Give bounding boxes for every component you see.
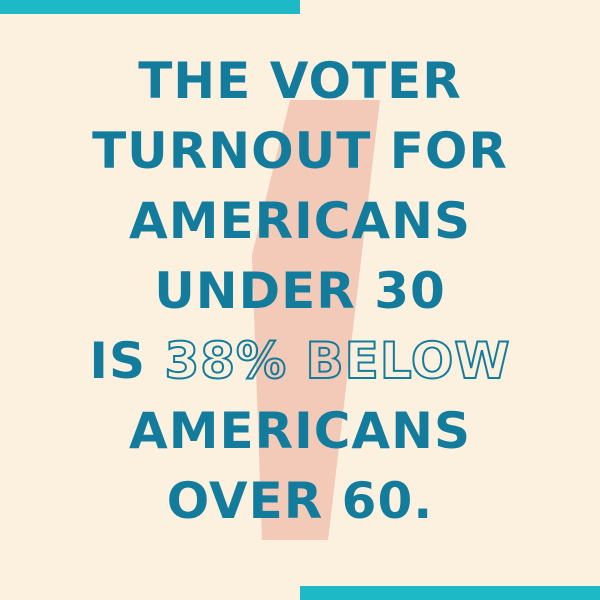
statement-line-5-prefix: IS — [89, 332, 147, 390]
top-accent-bar — [0, 0, 300, 14]
statement-line-2: TURNOUT FOR — [92, 122, 508, 180]
statement-line-1: THE VOTER — [138, 52, 462, 110]
statement-line-5: IS 38% BELOW — [0, 326, 600, 396]
statement-highlight-percentage: 38% BELOW — [163, 331, 511, 391]
statement-line-6: AMERICANS — [129, 402, 471, 460]
statement-line-7: OVER 60. — [166, 472, 434, 530]
statement-line-4: UNDER 30 — [154, 262, 446, 320]
statement-text: THE VOTER TURNOUT FOR AMERICANS UNDER 30… — [0, 46, 600, 536]
bottom-accent-bar — [300, 586, 600, 600]
statement-line-3: AMERICANS — [129, 192, 471, 250]
